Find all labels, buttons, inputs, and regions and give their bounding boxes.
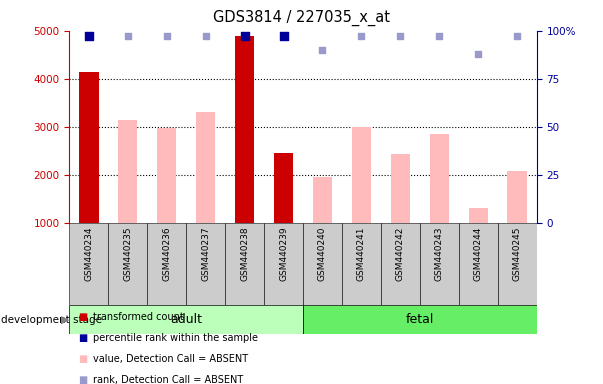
FancyBboxPatch shape: [264, 223, 303, 305]
Text: GSM440241: GSM440241: [357, 227, 366, 281]
Text: adult: adult: [170, 313, 202, 326]
FancyBboxPatch shape: [69, 305, 303, 334]
FancyBboxPatch shape: [497, 223, 537, 305]
FancyBboxPatch shape: [147, 223, 186, 305]
Point: [435, 33, 444, 40]
Bar: [196, 112, 215, 223]
Bar: [508, 171, 527, 223]
FancyBboxPatch shape: [109, 223, 147, 305]
Point: [201, 33, 210, 40]
Point: [356, 33, 366, 40]
Point: [123, 33, 133, 40]
Bar: [469, 208, 488, 223]
Text: GDS3814 / 227035_x_at: GDS3814 / 227035_x_at: [213, 10, 390, 26]
Point: [513, 33, 522, 40]
Text: value, Detection Call = ABSENT: value, Detection Call = ABSENT: [93, 354, 248, 364]
FancyBboxPatch shape: [420, 223, 459, 305]
Text: transformed count: transformed count: [93, 312, 184, 322]
FancyBboxPatch shape: [69, 223, 109, 305]
Bar: [313, 177, 332, 223]
Point: [84, 33, 93, 40]
FancyBboxPatch shape: [459, 223, 497, 305]
FancyBboxPatch shape: [225, 223, 264, 305]
FancyBboxPatch shape: [381, 223, 420, 305]
Text: GSM440243: GSM440243: [435, 227, 444, 281]
Bar: [352, 127, 371, 223]
Point: [473, 51, 483, 57]
Text: ■: ■: [78, 333, 87, 343]
Point: [240, 33, 250, 40]
Text: GSM440238: GSM440238: [240, 227, 249, 281]
Bar: [429, 134, 449, 223]
Text: ■: ■: [78, 375, 87, 384]
Text: percentile rank within the sample: percentile rank within the sample: [93, 333, 259, 343]
Bar: [118, 119, 137, 223]
FancyBboxPatch shape: [342, 223, 381, 305]
Bar: [235, 36, 254, 223]
Text: GSM440242: GSM440242: [396, 227, 405, 281]
Point: [318, 47, 327, 53]
Text: ■: ■: [78, 354, 87, 364]
Text: ■: ■: [78, 312, 87, 322]
Text: GSM440245: GSM440245: [513, 227, 522, 281]
FancyBboxPatch shape: [303, 305, 537, 334]
FancyBboxPatch shape: [186, 223, 225, 305]
Bar: [274, 153, 293, 223]
Text: fetal: fetal: [406, 313, 434, 326]
Text: GSM440236: GSM440236: [162, 227, 171, 281]
Text: rank, Detection Call = ABSENT: rank, Detection Call = ABSENT: [93, 375, 244, 384]
Point: [279, 33, 288, 40]
Point: [396, 33, 405, 40]
Bar: [391, 154, 410, 223]
Text: GSM440239: GSM440239: [279, 227, 288, 281]
FancyBboxPatch shape: [303, 223, 342, 305]
Bar: [157, 127, 177, 223]
Bar: [79, 71, 98, 223]
Text: development stage: development stage: [1, 314, 102, 325]
Point: [162, 33, 171, 40]
Text: ▶: ▶: [61, 314, 69, 325]
Text: GSM440237: GSM440237: [201, 227, 210, 281]
Text: GSM440234: GSM440234: [84, 227, 93, 281]
Text: GSM440244: GSM440244: [474, 227, 483, 281]
Text: GSM440240: GSM440240: [318, 227, 327, 281]
Text: GSM440235: GSM440235: [123, 227, 132, 281]
